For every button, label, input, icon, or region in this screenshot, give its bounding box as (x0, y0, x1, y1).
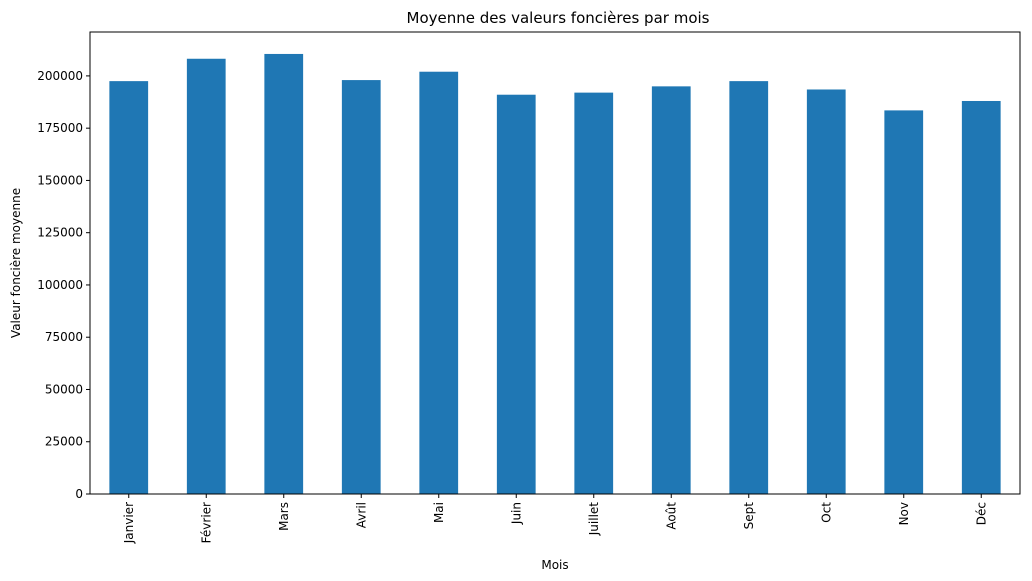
bar-mars (264, 53, 304, 494)
y-tick-label: 200000 (37, 69, 83, 83)
x-tick-label: Avril (354, 502, 368, 528)
y-tick-label: 100000 (37, 278, 83, 292)
chart-title: Moyenne des valeurs foncières par mois (407, 9, 710, 27)
x-tick-label: Sept (742, 502, 756, 530)
x-tick-label: Mars (277, 502, 291, 531)
y-axis-label: Valeur foncière moyenne (9, 188, 23, 338)
x-tick-label: Mai (432, 502, 446, 523)
x-tick-label: Août (664, 502, 678, 530)
bars-group (109, 53, 1001, 495)
y-tick-label: 0 (75, 487, 83, 501)
bar-février (186, 58, 226, 495)
x-tick-label: Février (199, 502, 213, 543)
plot-frame (89, 31, 1021, 495)
x-tick-label: Juillet (587, 502, 601, 537)
x-tick-label: Déc (974, 502, 988, 525)
bar-août (651, 86, 691, 495)
bar-oct (806, 89, 846, 495)
y-tick-label: 25000 (45, 435, 83, 449)
x-axis: Janvier Février Mars Avril Mai Juin Juillet Aoû… (122, 494, 988, 544)
bar-sept (729, 81, 769, 494)
bar-nov (884, 110, 924, 494)
bar-déc (961, 100, 1001, 495)
x-tick-label: Juin (509, 502, 523, 525)
x-tick-label: Oct (819, 502, 833, 523)
bar-juillet (574, 92, 614, 494)
x-tick-label: Nov (897, 502, 911, 525)
bar-juin (496, 94, 536, 494)
x-tick-label: Janvier (122, 502, 136, 544)
y-axis: 0 25000 50000 75000 100000 125000 150000 175000… (37, 69, 90, 501)
y-tick-label: 150000 (37, 173, 83, 187)
bar-janvier (109, 81, 149, 494)
y-tick-label: 50000 (45, 382, 83, 396)
bar-mai (419, 71, 459, 495)
y-tick-label: 125000 (37, 226, 83, 240)
bar-avril (341, 80, 381, 494)
y-tick-label: 75000 (45, 330, 83, 344)
y-tick-label: 175000 (37, 121, 83, 135)
x-axis-label: Mois (541, 558, 568, 572)
